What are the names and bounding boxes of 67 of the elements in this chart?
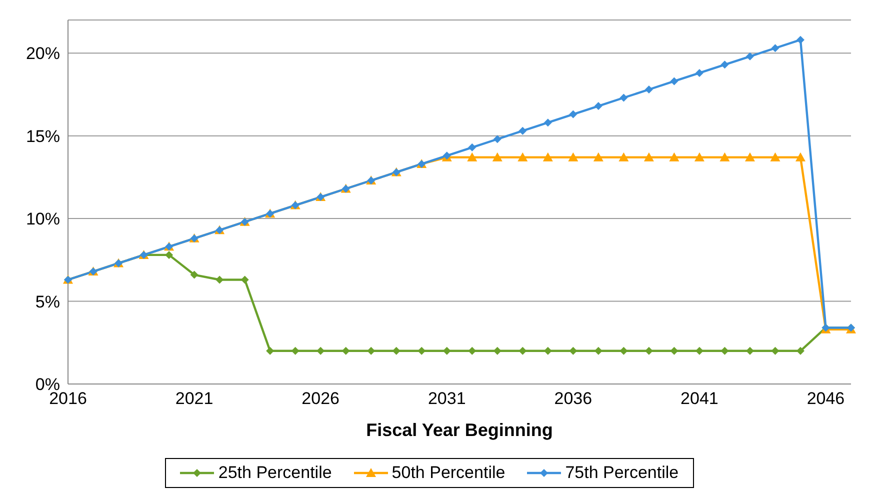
point (266, 346, 274, 355)
point (644, 85, 653, 94)
point (518, 346, 527, 355)
y-tick-label: 20% (26, 44, 60, 64)
point (291, 346, 300, 355)
point (670, 346, 678, 355)
legend-label: 75th Percentile (565, 463, 679, 483)
point (542, 152, 553, 162)
point (771, 44, 780, 52)
point (569, 110, 578, 118)
point (720, 346, 729, 355)
y-tick-label: 15% (26, 126, 60, 146)
point (670, 77, 678, 86)
point (593, 152, 604, 162)
point (468, 346, 476, 355)
point (367, 346, 376, 355)
point (744, 152, 755, 162)
point (467, 152, 478, 162)
point (392, 346, 400, 355)
point (695, 68, 704, 77)
point (618, 152, 629, 162)
point (468, 143, 476, 152)
point (442, 346, 451, 355)
point (720, 60, 729, 69)
point (418, 346, 426, 355)
y-tick-label: 10% (26, 210, 60, 229)
point (669, 152, 680, 162)
y-tick-label: 5% (35, 292, 60, 312)
x-tick-label: 2046 (806, 389, 845, 408)
point (620, 346, 628, 355)
legend-label: 50th Percentile (392, 463, 506, 483)
point (620, 94, 628, 102)
x-tick-label: 2036 (554, 389, 592, 408)
point (240, 276, 249, 284)
point (190, 270, 198, 279)
point (216, 276, 224, 284)
point (518, 126, 527, 135)
point (492, 152, 502, 162)
x-tick-label: 2026 (302, 389, 340, 408)
point (165, 250, 174, 259)
point (342, 346, 350, 355)
point (316, 346, 325, 355)
point (544, 346, 552, 355)
x-tick-label: 2041 (680, 389, 718, 408)
point (720, 152, 730, 162)
point (695, 346, 704, 355)
point (568, 152, 578, 162)
legend-label: 25th Percentile (218, 463, 332, 483)
point (694, 152, 704, 162)
point (493, 346, 502, 355)
x-tick-label: 2031 (428, 389, 466, 408)
point (594, 346, 602, 355)
x-tick-label: 2016 (49, 389, 87, 408)
point (795, 152, 806, 162)
point (594, 102, 602, 110)
point (644, 152, 654, 162)
point (796, 36, 804, 44)
x-tick-label: 2021 (175, 389, 214, 408)
point (569, 346, 578, 355)
x-axis-title: Fiscal Year Beginning (366, 420, 553, 440)
point (493, 135, 502, 144)
point (770, 152, 780, 162)
point (544, 118, 552, 127)
point (518, 152, 528, 162)
point (644, 346, 653, 355)
point (771, 346, 780, 355)
point (746, 52, 754, 60)
